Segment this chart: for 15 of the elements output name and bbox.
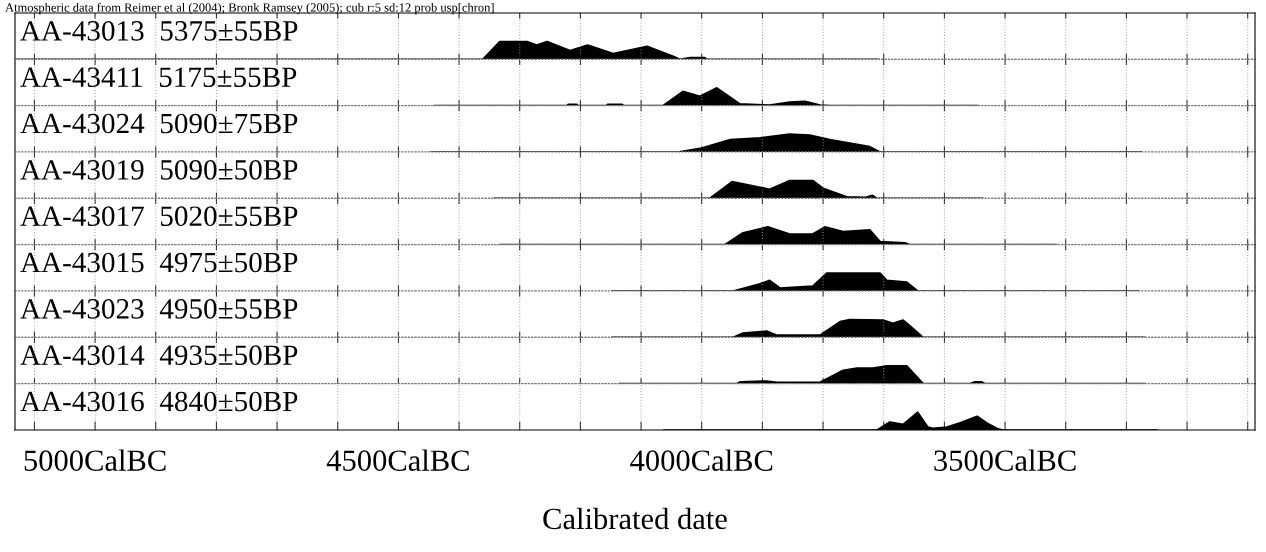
chart-title: AA-43411 5175±55BP: [20, 67, 297, 88]
chart-title: AA-43023 4950±55BP: [20, 299, 298, 319]
x-tick-label: 4500CalBC: [326, 449, 469, 471]
chart-title: AA-43015 4975±50BP: [20, 252, 298, 273]
x-tick-label: 3500CalBC: [934, 449, 1076, 471]
chart-title: AA-43017 5020±55BP: [20, 206, 298, 227]
chart-title: AA-43024 5090±75BP: [20, 113, 298, 134]
x-axis-title: Calibrated date: [543, 507, 727, 530]
text: Atmospheric data from Reimer et al (2004); Bronk Ramsey (2005); cub r:5 sd:12 prob usp[chron]: [5, 2, 494, 15]
chart-title: AA-43019 5090±50BP: [20, 160, 298, 180]
x-tick-label: 4000CalBC: [630, 449, 773, 471]
chart-title: AA-43016 4840±50BP: [20, 391, 298, 412]
x-tick-label: 5000CalBC: [24, 449, 166, 471]
chart-title: AA-43014 4935±50BP: [20, 345, 298, 366]
chart-title: AA-43013 5375±55BP: [20, 21, 298, 41]
